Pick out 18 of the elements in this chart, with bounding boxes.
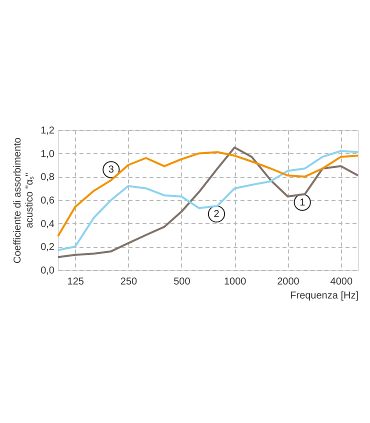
x-tick-label: 250	[120, 276, 138, 288]
x-tick-label: 125	[67, 276, 84, 288]
x-tick-label: 2000	[277, 276, 300, 288]
y-tick-label: 0,8	[40, 172, 55, 184]
x-tick-label: 4000	[330, 276, 353, 288]
x-tick-label: 500	[174, 276, 191, 288]
y-tick-label: 0,4	[40, 218, 55, 230]
y-tick-label: 0,6	[40, 196, 55, 206]
x-axis-title: Frequenza [Hz]	[290, 290, 359, 302]
y-tick-label: 1,0	[40, 148, 55, 160]
y-axis-title: Coefficiente di assorbimento acustico "αₛ"	[12, 137, 36, 264]
y-tick-label: 0,0	[40, 266, 55, 276]
x-tick-label: 1000	[224, 276, 247, 288]
y-tick-label: 1,2	[40, 126, 55, 136]
y-tick-label: 0,2	[40, 242, 55, 254]
annotation: 2	[214, 209, 220, 220]
annotation: 1	[300, 197, 306, 208]
annotation: 3	[108, 164, 114, 176]
